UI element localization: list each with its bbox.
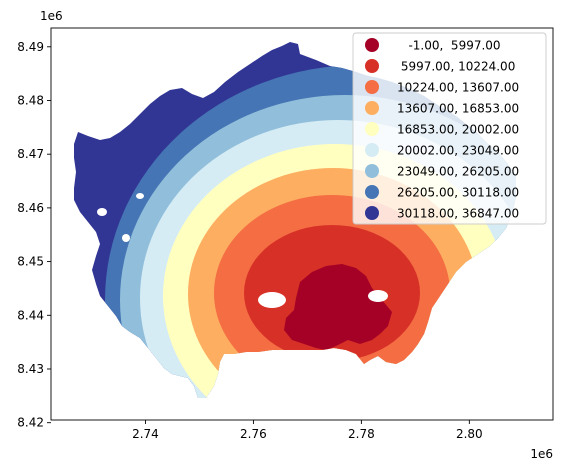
legend-marker xyxy=(365,206,379,220)
x-tick-label: 2.74 xyxy=(132,427,159,441)
legend-label: 26205.00, 30118.00 xyxy=(397,186,519,200)
zone-class-1 xyxy=(284,264,392,350)
legend: -1.00, 5997.00 5997.00, 10224.00 10224.00… xyxy=(352,32,547,225)
legend-marker xyxy=(365,38,379,52)
legend-marker xyxy=(365,59,379,73)
y-tick-label: 8.48 xyxy=(17,93,44,107)
y-offset-label: 1e6 xyxy=(40,9,63,23)
legend-marker xyxy=(365,80,379,94)
legend-marker xyxy=(365,185,379,199)
y-tick-label: 8.49 xyxy=(17,40,44,54)
y-tick-label: 8.46 xyxy=(17,201,44,215)
legend-label: 5997.00, 10224.00 xyxy=(397,60,515,74)
legend-label: 16853.00, 20002.00 xyxy=(397,123,519,137)
axes-frame xyxy=(50,27,554,421)
hole xyxy=(97,208,107,216)
legend-marker xyxy=(365,164,379,178)
hole xyxy=(122,234,130,242)
y-tick-label: 8.43 xyxy=(17,362,44,376)
y-axis: 8.42 8.43 8.44 8.45 8.46 8.47 8.48 8.49 xyxy=(17,40,51,430)
x-tick-label: 2.80 xyxy=(456,427,483,441)
hole xyxy=(258,292,286,308)
hole xyxy=(136,193,144,199)
hole xyxy=(368,290,388,302)
legend-label: 30118.00, 36847.00 xyxy=(397,207,519,221)
y-tick-label: 8.47 xyxy=(17,147,44,161)
legend-label: 23049.00, 26205.00 xyxy=(397,165,519,179)
x-tick-label: 2.78 xyxy=(348,427,375,441)
legend-box xyxy=(352,32,547,225)
legend-label: -1.00, 5997.00 xyxy=(397,39,501,53)
legend-marker xyxy=(365,122,379,136)
x-axis: 2.74 2.76 2.78 2.80 xyxy=(132,420,483,441)
legend-label: 10224.00, 13607.00 xyxy=(397,81,519,95)
y-tick-label: 8.45 xyxy=(17,255,44,269)
x-tick-label: 2.76 xyxy=(240,427,267,441)
legend-marker xyxy=(365,143,379,157)
legend-label: 20002.00, 23049.00 xyxy=(397,144,519,158)
legend-marker xyxy=(365,101,379,115)
y-tick-label: 8.42 xyxy=(17,416,44,430)
y-tick-label: 8.44 xyxy=(17,308,44,322)
legend-label: 13607.00, 16853.00 xyxy=(397,102,519,116)
x-offset-label: 1e6 xyxy=(530,447,553,461)
